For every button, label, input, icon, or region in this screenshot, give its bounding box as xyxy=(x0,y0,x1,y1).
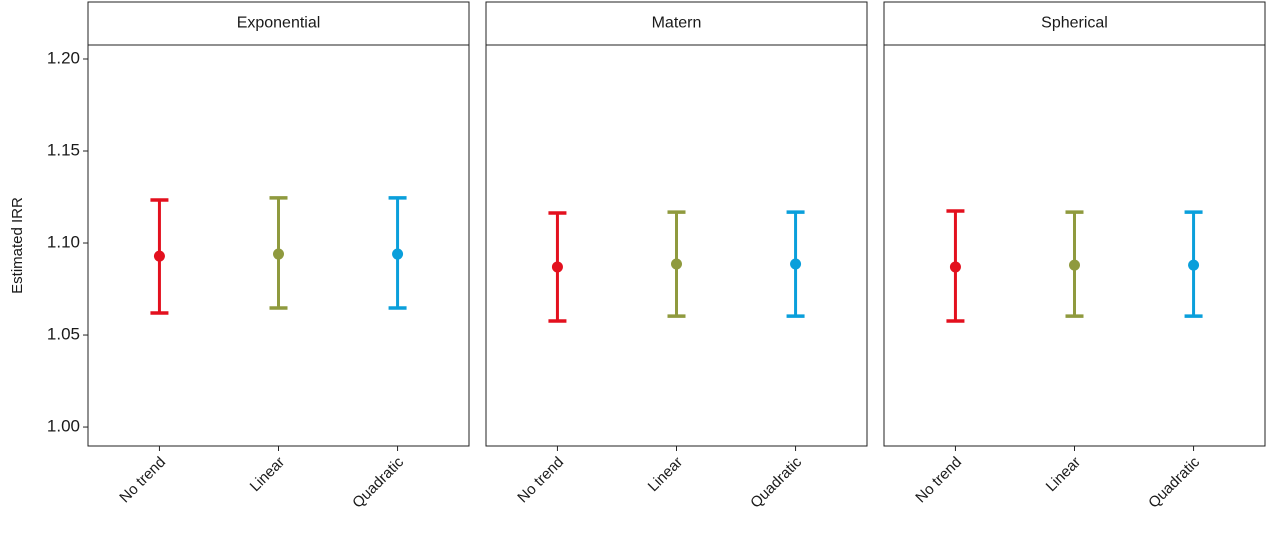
y-tick-label: 1.05 xyxy=(47,325,80,344)
point xyxy=(671,258,682,270)
point xyxy=(392,248,404,260)
y-tick-label: 1.00 xyxy=(47,417,80,436)
point xyxy=(1188,259,1200,271)
point xyxy=(273,248,284,260)
x-tick-label: Quadratic xyxy=(349,453,407,511)
x-tick-label: No trend xyxy=(116,454,169,507)
strip xyxy=(87,1,470,46)
point xyxy=(1069,259,1080,271)
x-tick-label: No trend xyxy=(912,454,965,507)
point xyxy=(790,258,802,270)
point xyxy=(153,250,165,262)
x-tick-label: Linear xyxy=(645,454,687,496)
strip xyxy=(883,1,1266,46)
panel-title: Spherical xyxy=(1041,15,1108,32)
x-tick-label: Quadratic xyxy=(1145,453,1203,511)
y-tick-label: 1.15 xyxy=(47,140,80,159)
panel-title: Exponential xyxy=(237,15,321,32)
panel-title: Matern xyxy=(652,15,702,32)
y-axis-label: Estimated IRR xyxy=(9,197,26,294)
x-tick-label: Linear xyxy=(247,454,289,496)
x-tick-label: Quadratic xyxy=(747,453,805,511)
x-tick-label: No trend xyxy=(514,454,567,507)
point xyxy=(551,261,563,273)
strip xyxy=(485,1,868,46)
y-tick-label: 1.20 xyxy=(47,48,80,67)
x-tick-label: Linear xyxy=(1043,454,1085,496)
point xyxy=(949,261,961,273)
y-tick-label: 1.10 xyxy=(47,232,80,251)
